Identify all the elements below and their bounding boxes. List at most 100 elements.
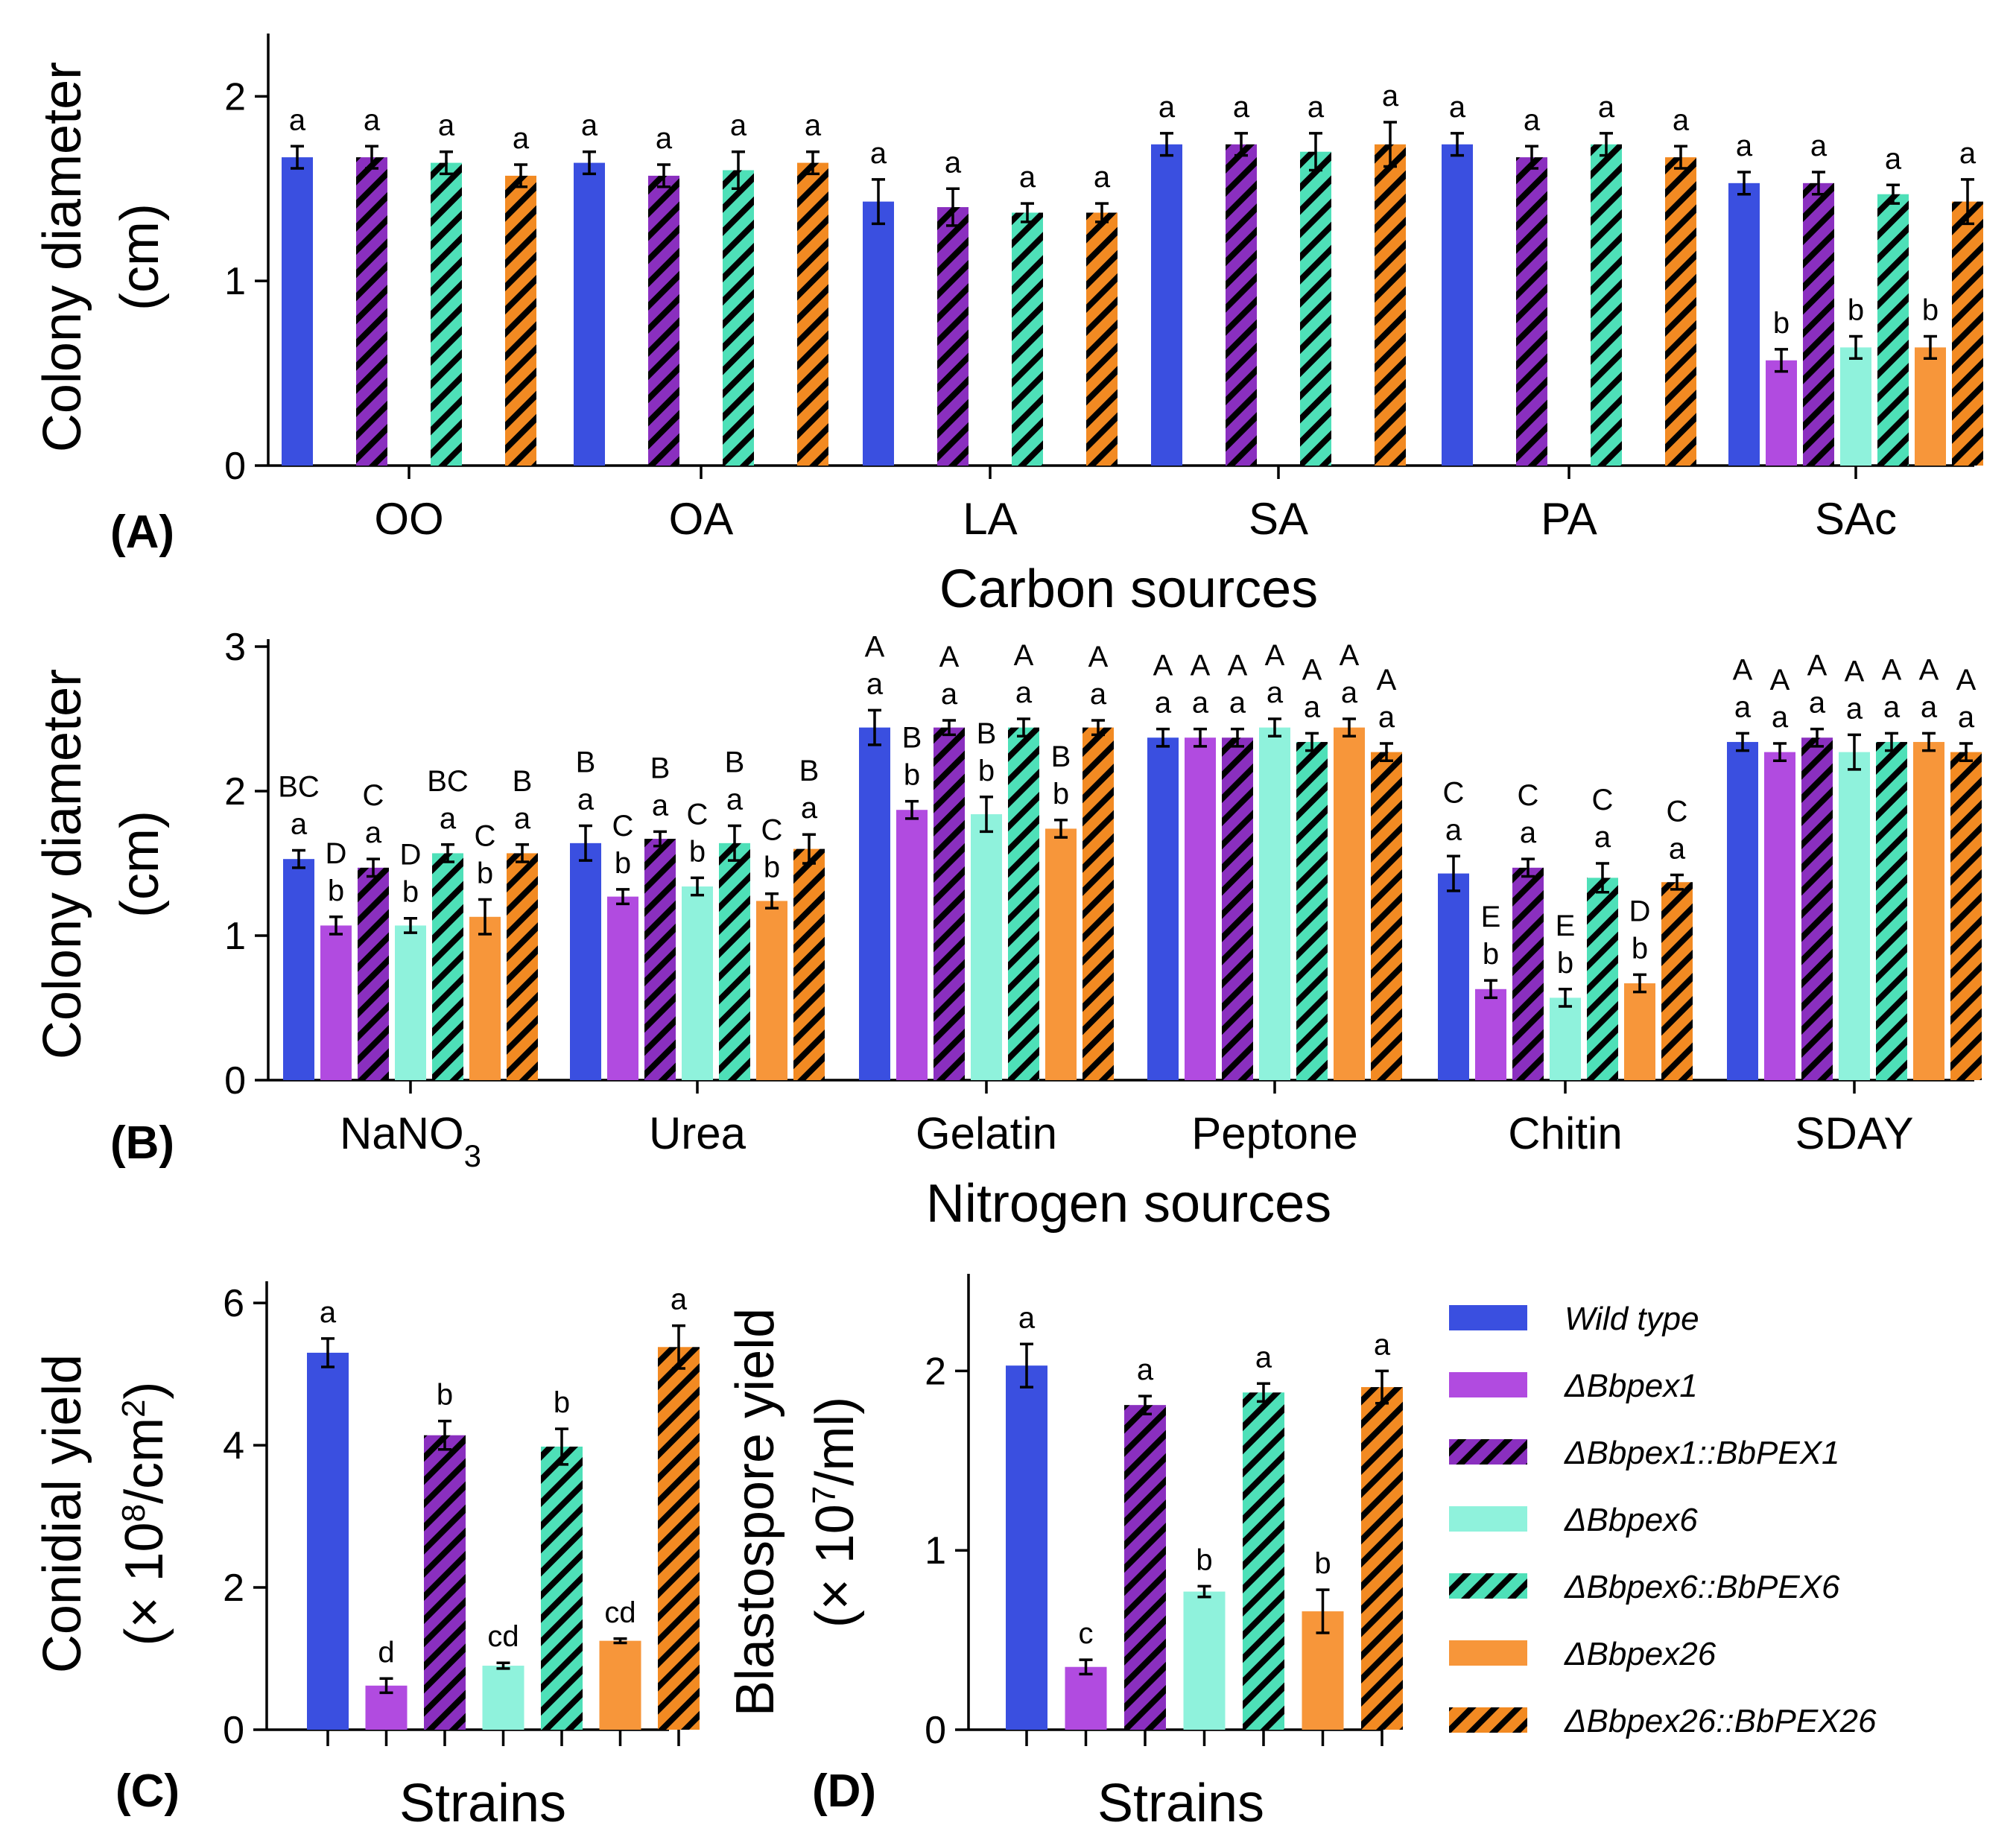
panel-b-bar [1083, 727, 1114, 1080]
panel-b-x-axis-title: Nitrogen sources [926, 1174, 1331, 1234]
panel-b-category-label: NaNO3 [340, 1108, 481, 1173]
panel-b-upper-significance-letter: A [1845, 655, 1865, 688]
panel-a-category-label: OA [669, 494, 734, 544]
panel-b-bar [1839, 752, 1870, 1080]
panel-b-upper-significance-letter: C [612, 810, 634, 843]
panel-a-bar [282, 157, 313, 466]
panel-a-significance-letter: a [513, 122, 530, 155]
panel-b-significance-letter: a [1341, 676, 1358, 709]
panel-b-upper-significance-letter: A [1919, 653, 1939, 686]
legend-label: ΔBbpex1::BbPEX1 [1564, 1435, 1840, 1471]
panel-b-upper-significance-letter: C [687, 798, 709, 831]
panel-b-category-label: Chitin [1508, 1108, 1622, 1158]
panel-c-significance-letter: b [554, 1386, 570, 1419]
panel-b-bar [1438, 873, 1469, 1080]
panel-d-y-tick-label: 0 [925, 1709, 946, 1752]
panel-b-bar [1624, 983, 1655, 1080]
panel-b-significance-letter: a [866, 667, 884, 700]
panel-b-upper-significance-letter: A [1770, 664, 1790, 697]
panel-d-bar [1243, 1392, 1284, 1730]
panel-a-category-label: SAc [1815, 494, 1897, 544]
panel-b-bar [607, 896, 638, 1080]
panel-b-bar [1185, 737, 1216, 1080]
panel-b-significance-letter: b [1053, 778, 1069, 810]
panel-c-ylabel-sq: 2 [115, 1399, 152, 1417]
panel-b-upper-significance-letter: E [1481, 901, 1501, 933]
panel-a-significance-letter: a [1524, 104, 1541, 136]
panel-b-upper-significance-letter: A [1228, 650, 1248, 682]
panel-b-significance-letter: a [1846, 692, 1863, 725]
panel-a-bar [574, 162, 605, 466]
panel-b-significance-letter: b [402, 876, 419, 909]
panel-b-significance-letter: a [1015, 676, 1033, 709]
panel-b-upper-significance-letter: C [475, 820, 496, 853]
panel-b-significance-letter: a [1772, 701, 1789, 734]
panel-b-significance-letter: b [615, 847, 631, 880]
panel-b-upper-significance-letter: A [1807, 650, 1828, 682]
panel-c-significance-letter: b [437, 1379, 453, 1412]
panel-b-bar [283, 859, 314, 1080]
panel-c-ylabel-a: (× 10 [115, 1522, 174, 1646]
panel-b-bar [1334, 727, 1365, 1080]
panel-d-y-tick-label: 2 [925, 1350, 946, 1393]
panel-a-significance-letter: a [1382, 80, 1399, 112]
panel-c-significance-letter: d [378, 1636, 394, 1669]
panel-a-significance-letter: a [870, 137, 887, 170]
panel-b-significance-letter: a [1520, 816, 1537, 849]
panel-b-significance-letter: a [1155, 687, 1172, 720]
panel-b-bar [756, 901, 787, 1080]
panel-a-significance-letter: a [1885, 142, 1902, 175]
panel-c-x-axis-title: Strains [399, 1774, 566, 1833]
panel-a-y-tick-label: 1 [224, 260, 246, 303]
panel-b-upper-significance-letter: A [1153, 650, 1173, 682]
panel-d-significance-letter: b [1196, 1543, 1212, 1576]
panel-b-bar [1913, 742, 1944, 1080]
panel-b-upper-significance-letter: C [1443, 776, 1465, 809]
panel-b-significance-letter: a [1445, 813, 1462, 846]
panel-b-label: (B) [110, 1117, 174, 1169]
panel-b-significance-letter: a [365, 816, 382, 849]
panel-a-significance-letter: a [1598, 91, 1615, 124]
panel-d-y-axis-title-line1: Blastospore yield [726, 1308, 785, 1716]
panel-b-upper-significance-letter: B [977, 717, 997, 750]
legend-swatch [1449, 1305, 1527, 1330]
legend-swatch [1449, 1573, 1527, 1599]
panel-a-y-tick-label: 2 [224, 75, 246, 118]
panel-c-ylabel-c: ) [115, 1381, 174, 1399]
legend-swatch [1449, 1707, 1527, 1733]
panel-c-ylabel-b: /cm [115, 1418, 174, 1504]
panel-b-y-tick-label: 2 [224, 770, 246, 813]
panel-a-bar [1012, 212, 1043, 466]
panel-c-y-tick-label: 0 [223, 1709, 244, 1752]
panel-b-significance-letter: a [1669, 833, 1686, 866]
legend: Wild typeΔBbpex1ΔBbpex1::BbPEX1ΔBbpex6ΔB… [1449, 1301, 1877, 1739]
panel-a-y-tick-label: 0 [224, 445, 246, 488]
panel-b-bar [395, 925, 426, 1080]
panel-b-significance-letter: a [514, 802, 531, 835]
panel-b-bar [644, 839, 676, 1080]
panel-b-bar [1764, 752, 1795, 1080]
panel-a-significance-letter: a [1019, 161, 1036, 194]
panel-a-significance-letter: a [656, 122, 673, 155]
panel-c-y-tick-label: 6 [223, 1282, 244, 1325]
panel-b-bar [1475, 989, 1506, 1080]
panel-b-bar [1661, 882, 1693, 1080]
panel-a-bar [723, 170, 754, 466]
legend-label: ΔBbpex6::BbPEX6 [1564, 1569, 1840, 1605]
panel-d-significance-letter: a [1255, 1341, 1272, 1374]
panel-b-y-tick-label: 1 [224, 915, 246, 958]
panel-b-y-tick-label: 3 [224, 626, 246, 669]
panel-a-significance-letter: a [1158, 91, 1176, 124]
panel-c-bar [482, 1666, 524, 1730]
panel-a-bar [1591, 144, 1622, 466]
panel-a-significance-letter: a [1673, 104, 1690, 136]
panel-a-significance-letter: a [1307, 91, 1325, 124]
panel-a-significance-letter: a [1094, 161, 1111, 194]
panel-b-significance-letter: b [1483, 938, 1499, 971]
panel-b-significance-letter: a [726, 784, 744, 816]
panel-b-significance-letter: a [1809, 687, 1826, 720]
panel-b-bar [1147, 737, 1179, 1080]
panel-d-y-tick-label: 1 [925, 1529, 946, 1573]
panel-b-upper-significance-letter: B [725, 746, 745, 779]
